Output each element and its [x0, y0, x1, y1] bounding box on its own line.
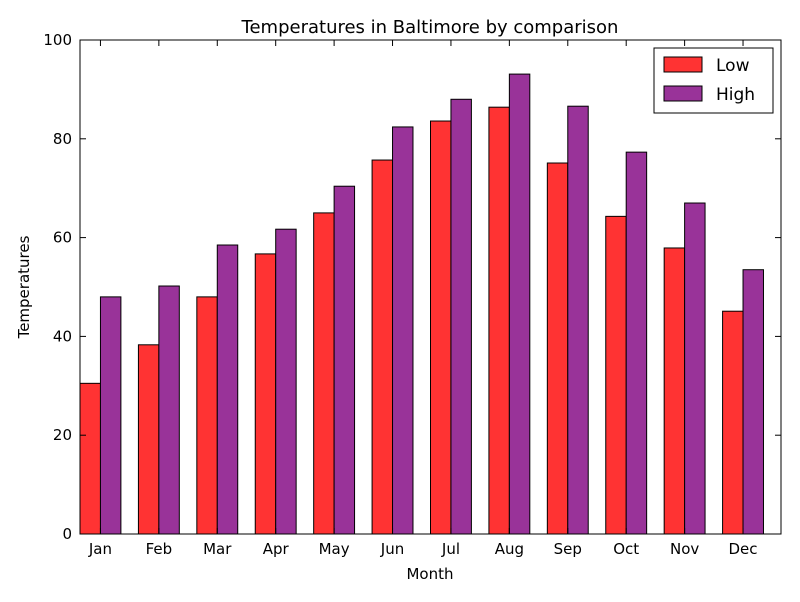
bar-high-oct [625, 151, 648, 535]
bar-high-mar [216, 244, 239, 535]
y-tick-label: 100 [43, 31, 72, 49]
bar-high-dec [742, 269, 764, 535]
x-tick-label: Feb [146, 540, 173, 558]
x-tick-label: Dec [729, 540, 758, 558]
bar-high-aug [508, 73, 531, 535]
bar-low-apr [254, 253, 277, 535]
bar-high-may [333, 185, 356, 535]
legend-swatch-low [663, 56, 703, 73]
x-tick-label: Jun [380, 540, 404, 558]
bar-low-dec [722, 310, 744, 535]
legend-label-low: Low [716, 56, 750, 76]
bar-low-jul [430, 120, 452, 535]
x-tick-label: May [319, 540, 350, 558]
chart-title: Temperatures in Baltimore by comparison [241, 17, 619, 38]
bar-low-mar [196, 296, 218, 535]
bar-high-sep [567, 105, 589, 535]
bar-low-feb [137, 344, 160, 535]
y-tick-label: 80 [53, 130, 72, 148]
plot-frame [79, 39, 782, 535]
bar-low-jun [371, 159, 394, 535]
bar-low-may [313, 212, 335, 535]
plot-area: 0 20 40 60 80 100 Jan Feb Mar Apr May Jun Jul Aug Sep O… [43, 31, 782, 558]
bar-low-nov [663, 247, 686, 535]
bar-low-oct [605, 215, 627, 535]
y-axis-label: Temperatures [15, 235, 33, 339]
bar-high-jan [99, 296, 122, 535]
x-tick-label: Jul [441, 540, 460, 558]
x-tick-label: Oct [613, 540, 639, 558]
y-tick-label: 0 [62, 525, 72, 543]
bar-high-feb [158, 285, 180, 535]
y-tick-label: 60 [53, 229, 72, 247]
legend: Low High [653, 47, 774, 114]
x-tick-label: Apr [263, 540, 290, 558]
x-tick-label: Mar [203, 540, 232, 558]
bar-high-jun [392, 126, 414, 535]
legend-label-high: High [716, 85, 755, 105]
x-tick-label: Jan [88, 540, 112, 558]
bar-high-jul [450, 98, 472, 535]
bar-low-jan [79, 382, 101, 535]
x-tick-label: Aug [495, 540, 524, 558]
y-tick-label: 20 [53, 426, 72, 444]
legend-swatch-high [663, 85, 703, 102]
bar-high-apr [275, 228, 297, 535]
bar-high-nov [684, 202, 706, 535]
y-tick-label: 40 [53, 327, 72, 345]
x-tick-label: Nov [670, 540, 699, 558]
x-tick-label: Sep [554, 540, 582, 558]
bar-low-sep [546, 162, 569, 535]
x-axis-label: Month [406, 565, 453, 583]
bar-low-aug [488, 106, 510, 535]
